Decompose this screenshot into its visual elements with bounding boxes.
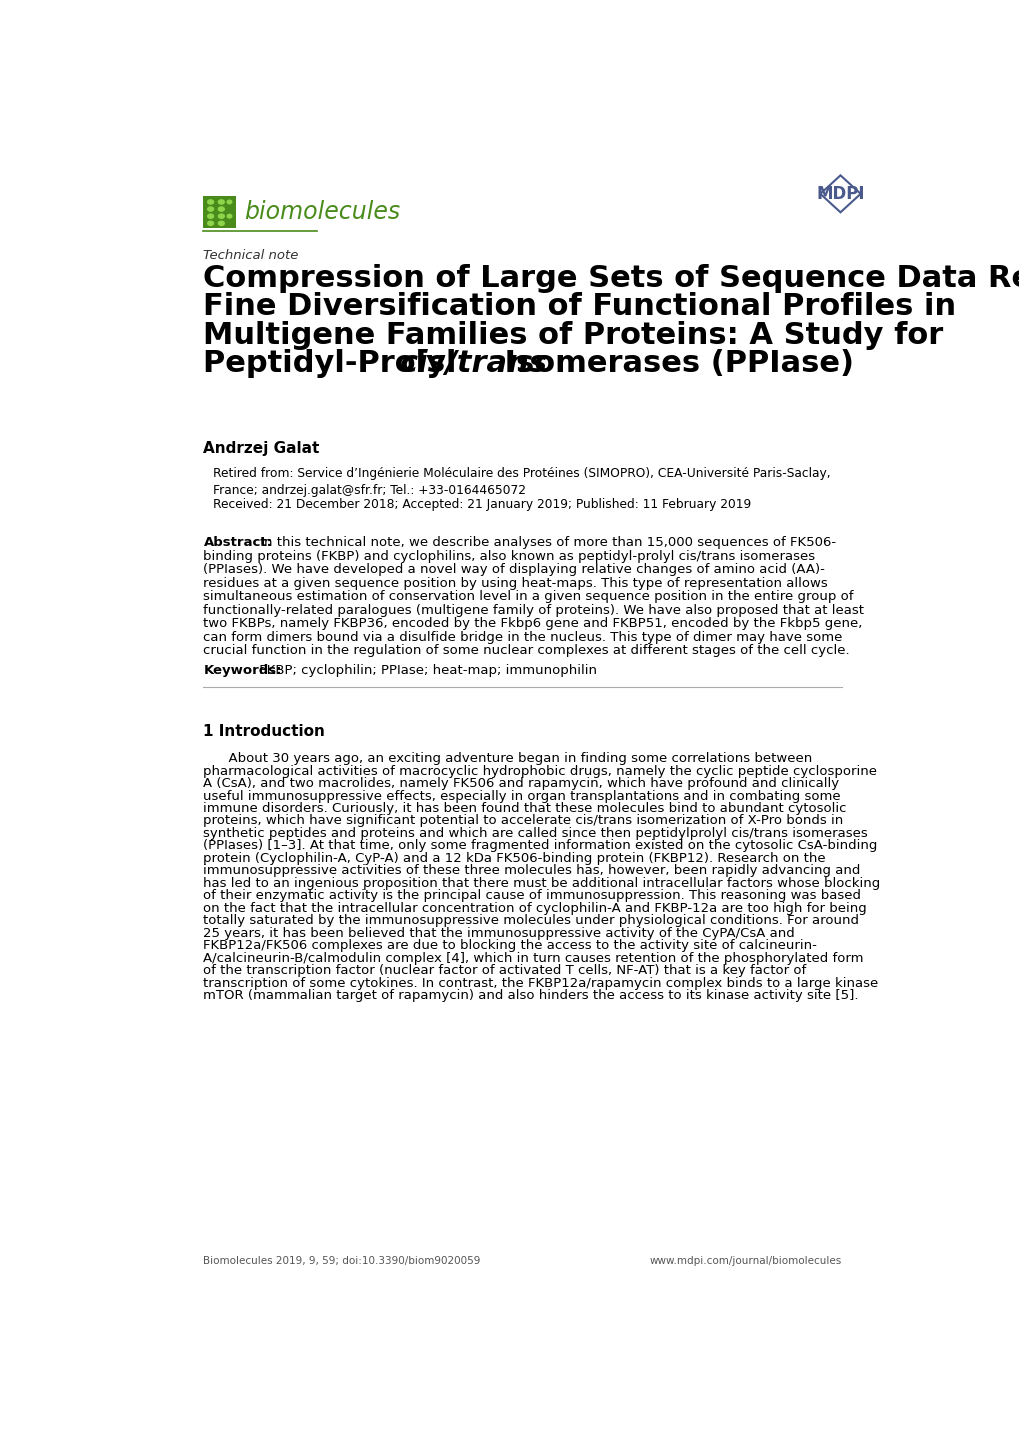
Text: MDPI: MDPI (815, 185, 864, 203)
Ellipse shape (218, 213, 224, 218)
Ellipse shape (218, 208, 224, 211)
Text: In this technical note, we describe analyses of more than 15,000 sequences of FK: In this technical note, we describe anal… (256, 536, 836, 549)
Text: crucial function in the regulation of some nuclear complexes at different stages: crucial function in the regulation of so… (203, 645, 849, 658)
Text: Fine Diversification of Functional Profiles in: Fine Diversification of Functional Profi… (203, 293, 956, 322)
Text: simultaneous estimation of conservation level in a given sequence position in th: simultaneous estimation of conservation … (203, 590, 853, 603)
Text: Andrzej Galat: Andrzej Galat (203, 441, 320, 456)
Text: residues at a given sequence position by using heat-maps. This type of represent: residues at a given sequence position by… (203, 577, 827, 590)
Text: France; andrzej.galat@sfr.fr; Tel.: +33-0164465072: France; andrzej.galat@sfr.fr; Tel.: +33-… (213, 485, 525, 497)
Text: cis/trans: cis/trans (399, 349, 547, 378)
Text: has led to an ingenious proposition that there must be additional intracellular : has led to an ingenious proposition that… (203, 877, 879, 890)
Text: Isomerases (PPIase): Isomerases (PPIase) (493, 349, 853, 378)
Ellipse shape (218, 200, 224, 205)
Text: A/calcineurin-B/calmodulin complex [4], which in turn causes retention of the ph: A/calcineurin-B/calmodulin complex [4], … (203, 952, 863, 965)
Text: mTOR (mammalian target of rapamycin) and also hinders the access to its kinase a: mTOR (mammalian target of rapamycin) and… (203, 989, 858, 1002)
Text: functionally-related paralogues (multigene family of proteins). We have also pro: functionally-related paralogues (multige… (203, 604, 864, 617)
Ellipse shape (218, 221, 224, 225)
Text: 25 years, it has been believed that the immunosuppressive activity of the CyPA/C: 25 years, it has been believed that the … (203, 927, 795, 940)
Text: 1 Introduction: 1 Introduction (203, 724, 325, 738)
Text: of their enzymatic activity is the principal cause of immunosuppression. This re: of their enzymatic activity is the princ… (203, 890, 861, 903)
Ellipse shape (208, 221, 213, 225)
Ellipse shape (227, 200, 231, 203)
Text: www.mdpi.com/journal/biomolecules: www.mdpi.com/journal/biomolecules (649, 1256, 842, 1266)
FancyBboxPatch shape (203, 196, 235, 228)
Text: FKBP; cyclophilin; PPIase; heat-map; immunophilin: FKBP; cyclophilin; PPIase; heat-map; imm… (255, 665, 597, 678)
Text: synthetic peptides and proteins and which are called since then peptidylprolyl c: synthetic peptides and proteins and whic… (203, 826, 867, 839)
Text: Retired from: Service d’Ingénierie Moléculaire des Protéines (SIMOPRO), CEA-Univ: Retired from: Service d’Ingénierie Moléc… (213, 467, 829, 480)
Text: proteins, which have significant potential to accelerate cis/trans isomerization: proteins, which have significant potenti… (203, 815, 843, 828)
Text: Multigene Families of Proteins: A Study for: Multigene Families of Proteins: A Study … (203, 322, 943, 350)
Text: About 30 years ago, an exciting adventure began in finding some correlations bet: About 30 years ago, an exciting adventur… (203, 753, 812, 766)
Ellipse shape (208, 200, 213, 205)
Text: A (CsA), and two macrolides, namely FK506 and rapamycin, which have profound and: A (CsA), and two macrolides, namely FK50… (203, 777, 839, 790)
Text: biomolecules: biomolecules (244, 199, 399, 224)
Text: Compression of Large Sets of Sequence Data Reveals: Compression of Large Sets of Sequence Da… (203, 264, 1019, 293)
Text: Technical note: Technical note (203, 248, 299, 261)
Text: (PPIases) [1–3]. At that time, only some fragmented information existed on the c: (PPIases) [1–3]. At that time, only some… (203, 839, 877, 852)
Ellipse shape (208, 208, 213, 211)
Text: totally saturated by the immunosuppressive molecules under physiological conditi: totally saturated by the immunosuppressi… (203, 914, 859, 927)
Text: (PPIases). We have developed a novel way of displaying relative changes of amino: (PPIases). We have developed a novel way… (203, 564, 824, 577)
Ellipse shape (227, 215, 231, 218)
Text: protein (Cyclophilin-A, CyP-A) and a 12 kDa FK506-binding protein (FKBP12). Rese: protein (Cyclophilin-A, CyP-A) and a 12 … (203, 852, 825, 865)
Text: two FKBPs, namely FKBP36, encoded by the Fkbp6 gene and FKBP51, encoded by the F: two FKBPs, namely FKBP36, encoded by the… (203, 617, 862, 630)
Text: binding proteins (FKBP) and cyclophilins, also known as peptidyl-prolyl cis/tran: binding proteins (FKBP) and cyclophilins… (203, 549, 815, 562)
Ellipse shape (208, 213, 213, 218)
Text: Peptidyl-Prolyl: Peptidyl-Prolyl (203, 349, 467, 378)
Text: Keywords:: Keywords: (203, 665, 281, 678)
Text: Abstract:: Abstract: (203, 536, 272, 549)
Text: of the transcription factor (nuclear factor of activated T cells, NF-AT) that is: of the transcription factor (nuclear fac… (203, 965, 806, 978)
Text: can form dimers bound via a disulfide bridge in the nucleus. This type of dimer : can form dimers bound via a disulfide br… (203, 630, 842, 643)
Text: immune disorders. Curiously, it has been found that these molecules bind to abun: immune disorders. Curiously, it has been… (203, 802, 846, 815)
Text: pharmacological activities of macrocyclic hydrophobic drugs, namely the cyclic p: pharmacological activities of macrocycli… (203, 764, 876, 777)
Text: immunosuppressive activities of these three molecules has, however, been rapidly: immunosuppressive activities of these th… (203, 864, 860, 877)
Text: Biomolecules 2019, 9, 59; doi:10.3390/biom9020059: Biomolecules 2019, 9, 59; doi:10.3390/bi… (203, 1256, 480, 1266)
Text: useful immunosuppressive effects, especially in organ transplantations and in co: useful immunosuppressive effects, especi… (203, 790, 841, 803)
Text: transcription of some cytokines. In contrast, the FKBP12a/rapamycin complex bind: transcription of some cytokines. In cont… (203, 976, 877, 989)
Text: on the fact that the intracellular concentration of cyclophilin-A and FKBP-12a a: on the fact that the intracellular conce… (203, 901, 866, 914)
Text: Received: 21 December 2018; Accepted: 21 January 2019; Published: 11 February 20: Received: 21 December 2018; Accepted: 21… (213, 497, 750, 510)
Text: FKBP12a/FK506 complexes are due to blocking the access to the activity site of c: FKBP12a/FK506 complexes are due to block… (203, 939, 816, 952)
